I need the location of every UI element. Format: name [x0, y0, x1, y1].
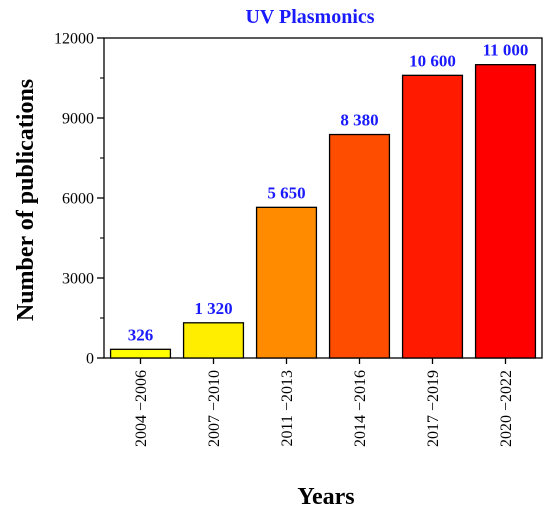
x-tick-label: 2017 −2019 — [425, 370, 442, 447]
data-label: 8 380 — [340, 111, 378, 130]
x-tick-label: 2020 −2022 — [498, 370, 515, 447]
bar — [401, 74, 464, 359]
y-tick-label: 9000 — [62, 111, 94, 128]
data-label: 326 — [128, 325, 154, 344]
y-tick-label: 12000 — [54, 31, 94, 48]
data-label: 5 650 — [267, 183, 305, 202]
data-label: 1 320 — [194, 299, 232, 318]
x-tick-label: 2011 −2013 — [279, 370, 296, 446]
x-tick-label: 2004 −2006 — [133, 370, 150, 447]
data-label: 11 000 — [483, 41, 529, 60]
y-axis-title: Number of publications — [13, 79, 39, 321]
data-label: 10 600 — [409, 51, 456, 70]
bar — [474, 64, 537, 359]
chart-title: UV Plasmonics — [245, 6, 374, 28]
y-tick-label: 0 — [86, 351, 94, 368]
bar — [109, 348, 172, 359]
y-tick-label: 3000 — [62, 271, 94, 288]
y-tick-label: 6000 — [62, 191, 94, 208]
bar — [255, 206, 318, 359]
bar — [182, 322, 245, 359]
x-tick-label: 2007 −2010 — [206, 370, 223, 447]
x-axis-title: Years — [297, 484, 354, 510]
bar — [328, 133, 391, 359]
x-tick-label: 2014 −2016 — [352, 370, 369, 447]
plot-area: 0 3000 6000 9000 12000 326 2004 −2006 1 320 2007… — [54, 31, 543, 447]
